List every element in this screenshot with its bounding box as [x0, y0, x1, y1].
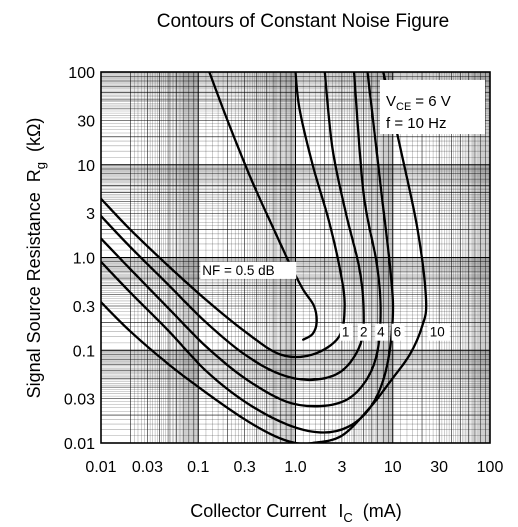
y-axis-symbol: R	[24, 169, 44, 182]
vce-subscript: CE	[396, 101, 411, 113]
vce-annotation: VCE = 6 V	[386, 93, 451, 113]
curve-labels: NF = 0.5 dB 1 2 4 6 10	[200, 261, 450, 341]
nf-curve-nf-0-5-db	[208, 72, 318, 341]
curve-label: 2	[360, 325, 368, 340]
nf-curve-6	[101, 72, 395, 434]
curve-label: 10	[430, 325, 445, 340]
vce-value: = 6 V	[415, 93, 450, 110]
y-axis-label: Signal Source Resistance Rg (kΩ)	[24, 118, 48, 399]
y-axis-unit: (kΩ)	[24, 118, 44, 152]
x-tick-label: 10	[384, 459, 402, 476]
x-tick-label: 100	[477, 459, 504, 476]
y-tick-label: 10	[77, 158, 95, 175]
nf-curve-4	[101, 72, 382, 408]
nf-curve-1	[101, 72, 346, 359]
y-tick-label: 0.3	[73, 299, 95, 316]
y-axis-label-group: Signal Source Resistance Rg (kΩ)	[24, 118, 48, 399]
x-axis-label: Collector Current IC (mA)	[190, 501, 401, 525]
y-axis-subscript: g	[33, 162, 48, 169]
curve-label-bg	[375, 323, 389, 341]
y-tick-label: 0.1	[73, 343, 95, 360]
curve-label-bg	[391, 323, 405, 341]
conditions-box	[380, 80, 485, 134]
y-tick-label: 100	[68, 65, 95, 82]
y-tick-label: 3	[86, 206, 95, 223]
curve-label-bg	[339, 323, 353, 341]
y-tick-label: 0.01	[64, 436, 95, 453]
nf-curve-10	[101, 72, 428, 443]
x-tick-label: 0.01	[85, 459, 116, 476]
freq-annotation: f = 10 Hz	[386, 115, 446, 132]
y-tick-label: 1.0	[73, 251, 95, 268]
x-axis-label-text: Collector Current	[190, 501, 326, 521]
x-tick-label: 0.03	[132, 459, 163, 476]
curve-label: 4	[377, 325, 385, 340]
curve-label-bg	[427, 323, 450, 341]
y-tick-label: 0.03	[64, 392, 95, 409]
y-axis-label-text: Signal Source Resistance	[24, 192, 44, 398]
curve-label: NF = 0.5 dB	[202, 263, 274, 278]
x-tick-label: 0.1	[187, 459, 209, 476]
curve-label: 6	[394, 325, 402, 340]
x-tick-label: 30	[430, 459, 448, 476]
curve-label-bg	[200, 261, 297, 279]
x-tick-labels: 0.01 0.03 0.1 0.3 1.0 3 10 30 100	[85, 459, 503, 476]
chart-title: Contours of Constant Noise Figure	[157, 11, 450, 32]
curve-label: 1	[342, 325, 350, 340]
x-axis-unit: (mA)	[363, 501, 402, 521]
x-axis-subscript: C	[343, 510, 352, 525]
x-tick-label: 0.3	[234, 459, 256, 476]
nf-curve-2	[101, 72, 365, 382]
y-tick-label: 30	[77, 113, 95, 130]
x-tick-label: 3	[337, 459, 346, 476]
curve-label-bg	[357, 323, 371, 341]
contour-curves	[101, 72, 428, 443]
plot-frame	[100, 71, 491, 444]
x-axis-symbol: I	[338, 501, 343, 521]
vce-symbol: V	[386, 93, 396, 110]
y-tick-labels: 0.01 0.03 0.1 0.3 1.0 3 10 30 100	[64, 65, 95, 453]
x-tick-label: 1.0	[284, 459, 306, 476]
